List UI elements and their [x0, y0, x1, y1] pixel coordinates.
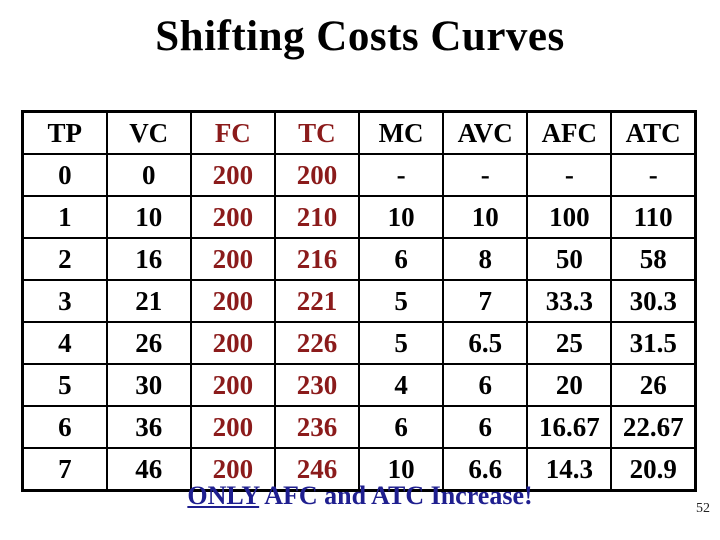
table-cell: 200: [189, 237, 276, 281]
table-cell: 22.67: [610, 405, 697, 449]
table-cell: 5: [21, 363, 108, 407]
table-cell: 31.5: [610, 321, 697, 365]
slide-title: Shifting Costs Curves: [155, 13, 565, 60]
table-cell: 25: [526, 321, 613, 365]
table-row: 4 26 200 226 5 6.5 25 31.5: [21, 321, 697, 365]
header-cell-tp: TP: [21, 110, 108, 155]
table-cell: -: [610, 153, 697, 197]
table-cell: 1: [21, 195, 108, 239]
table-cell: 0: [21, 153, 108, 197]
caption-only-underlined: ONLY: [187, 481, 260, 510]
table-cell: 14.3: [526, 447, 613, 492]
table-cell: 5: [357, 279, 445, 323]
table-cell: 10: [442, 195, 529, 239]
table-row: 6 36 200 236 6 6 16.67 22.67: [21, 405, 697, 449]
table-cell: 30.3: [610, 279, 697, 323]
table-row: 1 10 200 210 10 10 100 110: [21, 195, 697, 239]
table-row: 7 46 200 246 10 6.6 14.3 20.9: [21, 447, 697, 492]
table-cell: 6: [442, 405, 529, 449]
table-cell: 5: [357, 321, 445, 365]
table-cell: 236: [273, 405, 361, 449]
table-cell: 221: [273, 279, 361, 323]
table-row: 3 21 200 221 5 7 33.3 30.3: [21, 279, 697, 323]
table-cell: 200: [189, 279, 276, 323]
table-cell: 246: [273, 447, 361, 492]
table-cell: 26: [105, 321, 192, 365]
table-cell: 8: [442, 237, 529, 281]
caption: ONLY AFC and ATC Increase!: [0, 481, 720, 511]
header-cell-atc: ATC: [610, 110, 697, 155]
table-row: 0 0 200 200 - - - -: [21, 153, 697, 197]
header-cell-afc: AFC: [526, 110, 613, 155]
table-cell: 50: [526, 237, 613, 281]
table-cell: 10: [357, 195, 445, 239]
table-cell: 200: [189, 195, 276, 239]
table-cell: 2: [21, 237, 108, 281]
header-cell-avc: AVC: [442, 110, 529, 155]
table-cell: 6: [357, 237, 445, 281]
table-cell: 110: [610, 195, 697, 239]
table-cell: 21: [105, 279, 192, 323]
table-cell: 46: [105, 447, 192, 492]
table-cell: 6.5: [442, 321, 529, 365]
table-cell: 7: [21, 447, 108, 492]
table-row: 5 30 200 230 4 6 20 26: [21, 363, 697, 407]
table-row: 2 16 200 216 6 8 50 58: [21, 237, 697, 281]
table-cell: 200: [189, 321, 276, 365]
header-cell-vc: VC: [105, 110, 192, 155]
table-cell: 3: [21, 279, 108, 323]
table-cell: 16: [105, 237, 192, 281]
table-cell: 4: [21, 321, 108, 365]
header-cell-mc: MC: [357, 110, 445, 155]
table-cell: 58: [610, 237, 697, 281]
table-cell: 200: [189, 363, 276, 407]
table-cell: 20: [526, 363, 613, 407]
table-cell: 6.6: [442, 447, 529, 492]
table-cell: 230: [273, 363, 361, 407]
table-cell: 10: [357, 447, 445, 492]
table-cell: 7: [442, 279, 529, 323]
table-cell: 36: [105, 405, 192, 449]
header-cell-fc: FC: [189, 110, 276, 155]
table-cell: -: [526, 153, 613, 197]
table-cell: 200: [273, 153, 361, 197]
header-cell-tc: TC: [273, 110, 361, 155]
table-cell: 200: [189, 405, 276, 449]
table-cell: 100: [526, 195, 613, 239]
cost-table: TP VC FC TC MC AVC AFC ATC 0 0 200 200 -…: [21, 110, 697, 492]
table-cell: 210: [273, 195, 361, 239]
table-cell: 6: [21, 405, 108, 449]
table-cell: 33.3: [526, 279, 613, 323]
table-cell: 20.9: [610, 447, 697, 492]
table-cell: 6: [357, 405, 445, 449]
table-cell: -: [442, 153, 529, 197]
table-cell: 6: [442, 363, 529, 407]
table-cell: 30: [105, 363, 192, 407]
caption-rest: AFC and ATC Increase!: [259, 481, 533, 510]
table-cell: 200: [189, 153, 276, 197]
table-cell: 26: [610, 363, 697, 407]
table-cell: 216: [273, 237, 361, 281]
table-cell: 10: [105, 195, 192, 239]
page-number: 52: [696, 501, 710, 516]
table-cell: 4: [357, 363, 445, 407]
table-cell: 226: [273, 321, 361, 365]
table-cell: 16.67: [526, 405, 613, 449]
table-header-row: TP VC FC TC MC AVC AFC ATC: [21, 110, 697, 155]
table-cell: 200: [189, 447, 276, 492]
table-cell: 0: [105, 153, 192, 197]
table-cell: -: [357, 153, 445, 197]
